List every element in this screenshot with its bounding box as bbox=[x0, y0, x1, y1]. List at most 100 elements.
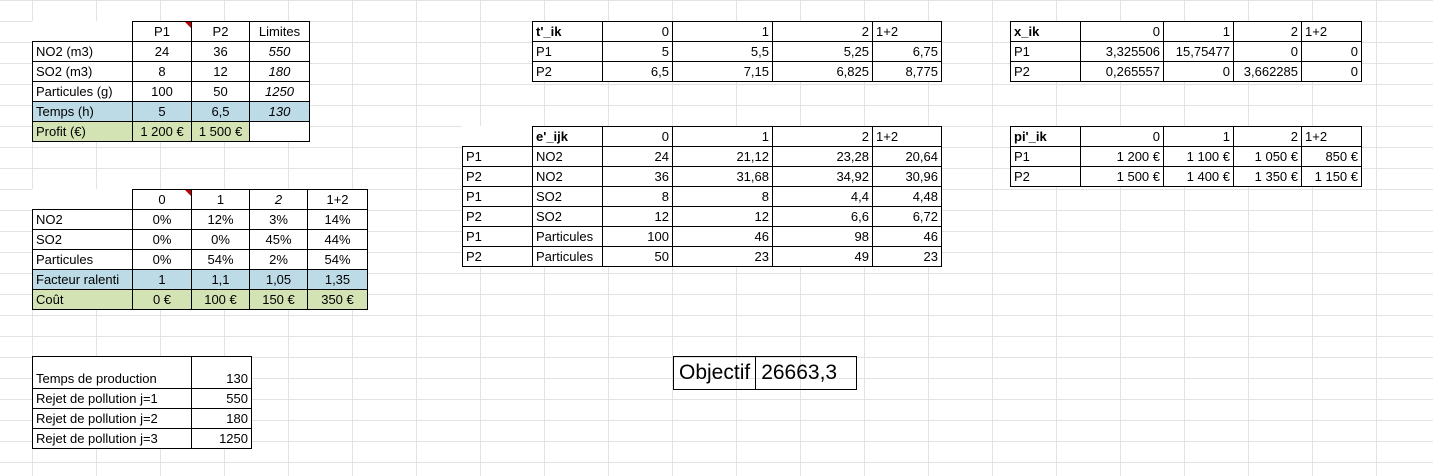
table-title[interactable]: x_ik bbox=[1010, 21, 1081, 42]
objective-label[interactable]: Objectif bbox=[672, 356, 757, 390]
table-title[interactable]: e'_ijk bbox=[532, 126, 603, 147]
row-label[interactable]: P1 bbox=[1010, 146, 1081, 167]
header-level-1-2[interactable]: 1+2 bbox=[1301, 21, 1362, 42]
cell[interactable]: 0% bbox=[132, 249, 192, 270]
cell[interactable]: 850 € bbox=[1301, 146, 1362, 167]
cell[interactable]: 1,1 bbox=[191, 269, 250, 290]
cell[interactable]: 21,12 bbox=[672, 146, 773, 167]
cell[interactable]: 5 bbox=[132, 101, 192, 122]
cell[interactable]: 350 € bbox=[307, 289, 368, 310]
cell[interactable]: 12 bbox=[672, 206, 773, 227]
header-level-2[interactable]: 2 bbox=[1233, 126, 1302, 147]
product-label[interactable]: P1 bbox=[462, 146, 533, 167]
limit-cell[interactable]: 550 bbox=[249, 41, 310, 62]
row-label[interactable]: Temps (h) bbox=[32, 101, 133, 122]
header-level-2[interactable]: 2 bbox=[249, 189, 308, 210]
limit-cell[interactable] bbox=[249, 121, 310, 142]
cell[interactable]: 3,325506 bbox=[1080, 41, 1164, 62]
cell[interactable]: 4,48 bbox=[872, 186, 942, 207]
cell[interactable]: 12% bbox=[191, 209, 250, 230]
cell[interactable]: 23,28 bbox=[772, 146, 873, 167]
product-label[interactable]: P2 bbox=[462, 246, 533, 267]
header-level-0[interactable]: 0 bbox=[602, 126, 673, 147]
cell[interactable]: 0 bbox=[1233, 41, 1302, 62]
cell[interactable]: 1 500 € bbox=[1080, 166, 1164, 187]
row-label[interactable]: SO2 (m3) bbox=[32, 61, 133, 82]
cell[interactable]: 49 bbox=[772, 246, 873, 267]
cell[interactable]: 36 bbox=[191, 41, 250, 62]
cell[interactable]: 3% bbox=[249, 209, 308, 230]
cell[interactable]: 1 050 € bbox=[1233, 146, 1302, 167]
cell[interactable]: 1 200 € bbox=[132, 121, 192, 142]
cell[interactable]: 1 400 € bbox=[1163, 166, 1234, 187]
cell[interactable]: 12 bbox=[191, 61, 250, 82]
pollutant-label[interactable]: SO2 bbox=[532, 186, 603, 207]
cell[interactable]: 6,825 bbox=[772, 61, 873, 82]
cell[interactable]: 150 € bbox=[249, 289, 308, 310]
row-label[interactable]: NO2 (m3) bbox=[32, 41, 133, 62]
cell[interactable]: 1,05 bbox=[249, 269, 308, 290]
product-label[interactable]: P1 bbox=[462, 186, 533, 207]
cell[interactable]: 31,68 bbox=[672, 166, 773, 187]
row-label[interactable]: NO2 bbox=[32, 209, 133, 230]
cell[interactable]: 1250 bbox=[191, 428, 252, 449]
cell[interactable]: 0 bbox=[1301, 61, 1362, 82]
cell[interactable]: 4,4 bbox=[772, 186, 873, 207]
row-label[interactable]: Profit (€) bbox=[32, 121, 133, 142]
cell[interactable]: 5,25 bbox=[772, 41, 873, 62]
cell[interactable]: 0% bbox=[132, 229, 192, 250]
product-label[interactable]: P2 bbox=[462, 206, 533, 227]
cell[interactable]: 54% bbox=[307, 249, 368, 270]
row-label[interactable]: P2 bbox=[1010, 61, 1081, 82]
header-level-1[interactable]: 1 bbox=[1163, 21, 1234, 42]
header-level-1[interactable]: 1 bbox=[672, 126, 773, 147]
cell[interactable]: 8 bbox=[672, 186, 773, 207]
cell[interactable]: 12 bbox=[602, 206, 673, 227]
cell[interactable]: 180 bbox=[191, 408, 252, 429]
row-label[interactable]: Temps de production bbox=[32, 356, 192, 389]
cell[interactable]: 24 bbox=[132, 41, 192, 62]
cell[interactable]: 1 150 € bbox=[1301, 166, 1362, 187]
objective-value[interactable]: 26663,3 bbox=[755, 356, 858, 390]
header-level-0[interactable]: 0 bbox=[602, 21, 673, 42]
cell[interactable]: 550 bbox=[191, 388, 252, 409]
row-label[interactable]: Coût bbox=[32, 289, 133, 310]
cell[interactable]: 2% bbox=[249, 249, 308, 270]
row-label[interactable]: P2 bbox=[1010, 166, 1081, 187]
cell[interactable]: 14% bbox=[307, 209, 368, 230]
cell[interactable]: 20,64 bbox=[872, 146, 942, 167]
table-title[interactable]: pi'_ik bbox=[1010, 126, 1081, 147]
cell[interactable]: 130 bbox=[191, 356, 252, 389]
cell[interactable]: 6,75 bbox=[872, 41, 942, 62]
cell[interactable]: 0% bbox=[191, 229, 250, 250]
cell[interactable]: 8 bbox=[132, 61, 192, 82]
header-p1[interactable]: P1 bbox=[132, 21, 192, 42]
pollutant-label[interactable]: NO2 bbox=[532, 146, 603, 167]
row-label[interactable]: P1 bbox=[1010, 41, 1081, 62]
header-level-0[interactable]: 0 bbox=[132, 189, 192, 210]
pollutant-label[interactable]: Particules bbox=[532, 226, 603, 247]
limit-cell[interactable]: 1250 bbox=[249, 81, 310, 102]
header-level-2[interactable]: 2 bbox=[1233, 21, 1302, 42]
pollutant-label[interactable]: NO2 bbox=[532, 166, 603, 187]
pollutant-label[interactable]: Particules bbox=[532, 246, 603, 267]
header-level-0[interactable]: 0 bbox=[1080, 126, 1164, 147]
cell[interactable]: 24 bbox=[602, 146, 673, 167]
cell[interactable]: 98 bbox=[772, 226, 873, 247]
cell[interactable]: 44% bbox=[307, 229, 368, 250]
cell[interactable]: 1 bbox=[132, 269, 192, 290]
row-label[interactable]: Particules (g) bbox=[32, 81, 133, 102]
cell[interactable]: 36 bbox=[602, 166, 673, 187]
cell[interactable]: 7,15 bbox=[672, 61, 773, 82]
cell[interactable]: 1,35 bbox=[307, 269, 368, 290]
header-p2[interactable]: P2 bbox=[191, 21, 250, 42]
row-label[interactable]: Facteur ralenti bbox=[32, 269, 133, 290]
header-level-1-2[interactable]: 1+2 bbox=[307, 189, 368, 210]
header-level-2[interactable]: 2 bbox=[772, 21, 873, 42]
header-level-1[interactable]: 1 bbox=[672, 21, 773, 42]
cell[interactable]: 34,92 bbox=[772, 166, 873, 187]
row-label[interactable]: Rejet de pollution j=2 bbox=[32, 408, 192, 429]
cell[interactable]: 1 500 € bbox=[191, 121, 250, 142]
cell[interactable]: 50 bbox=[602, 246, 673, 267]
cell[interactable]: 0 bbox=[1301, 41, 1362, 62]
